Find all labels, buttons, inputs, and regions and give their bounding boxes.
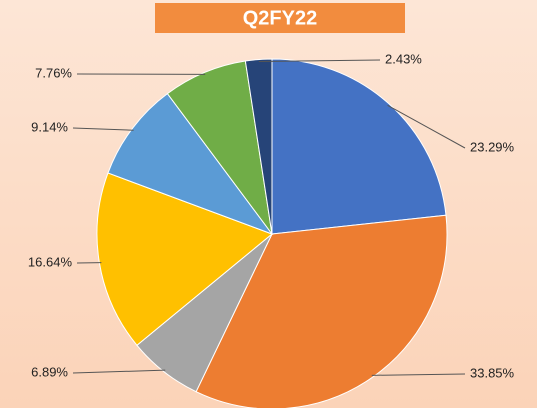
data-label: 33.85% (470, 365, 515, 380)
leader-line (72, 127, 134, 131)
title-box (155, 3, 405, 33)
leader-line (387, 104, 466, 149)
data-label: 23.29% (470, 139, 515, 154)
data-label: 9.14% (31, 119, 68, 134)
data-label: 6.89% (31, 364, 68, 379)
leader-line (371, 373, 466, 376)
leader-line (72, 369, 166, 374)
pie-slice (244, 58, 273, 235)
leader-line (258, 59, 381, 63)
pie-slice (107, 92, 274, 236)
data-label: 2.43% (385, 51, 422, 66)
pie-slice (195, 214, 448, 408)
data-label: 16.64% (28, 254, 73, 269)
data-label: 7.76% (35, 65, 72, 80)
chart-title: Q2FY22 (243, 7, 317, 29)
